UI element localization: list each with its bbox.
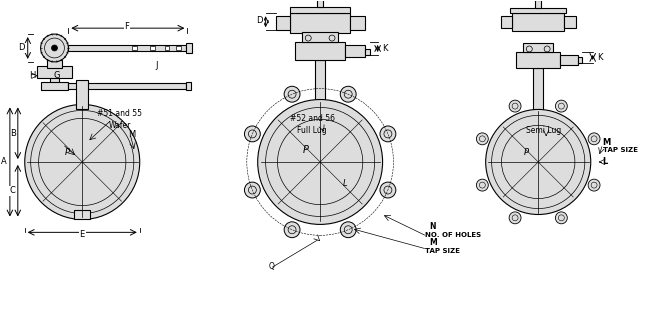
Bar bbox=[524, 43, 553, 52]
Bar bbox=[49, 62, 60, 83]
Bar bbox=[176, 46, 181, 50]
Bar bbox=[516, 52, 560, 68]
Text: L: L bbox=[343, 179, 347, 188]
Bar bbox=[69, 83, 187, 89]
Circle shape bbox=[284, 222, 300, 238]
Bar bbox=[535, 0, 541, 8]
Text: L: L bbox=[603, 158, 608, 166]
Text: TAP SIZE: TAP SIZE bbox=[603, 147, 638, 153]
Bar bbox=[560, 55, 578, 65]
Bar bbox=[150, 46, 155, 50]
Bar bbox=[275, 16, 290, 30]
Text: K: K bbox=[597, 53, 603, 62]
Circle shape bbox=[555, 212, 567, 224]
Circle shape bbox=[509, 212, 521, 224]
Text: G: G bbox=[53, 71, 60, 80]
Bar bbox=[511, 8, 566, 13]
Bar bbox=[132, 46, 137, 50]
Circle shape bbox=[340, 86, 356, 102]
Text: M: M bbox=[128, 130, 135, 139]
Bar bbox=[187, 42, 192, 54]
Text: B: B bbox=[10, 129, 16, 138]
Text: Semi Lug: Semi Lug bbox=[526, 126, 561, 135]
Text: M: M bbox=[429, 238, 437, 247]
Bar bbox=[317, 0, 323, 7]
Text: N: N bbox=[429, 222, 435, 231]
Bar bbox=[350, 16, 365, 30]
Bar bbox=[165, 46, 170, 50]
Circle shape bbox=[244, 182, 260, 198]
Circle shape bbox=[41, 34, 69, 62]
Bar bbox=[500, 16, 513, 28]
Circle shape bbox=[258, 100, 382, 224]
Circle shape bbox=[380, 182, 396, 198]
Text: Q: Q bbox=[269, 262, 275, 271]
Bar bbox=[578, 57, 582, 63]
Text: H: H bbox=[30, 71, 36, 80]
Circle shape bbox=[486, 109, 591, 215]
Bar bbox=[315, 60, 325, 100]
Text: A: A bbox=[1, 158, 7, 166]
Bar bbox=[365, 49, 370, 55]
Bar bbox=[47, 60, 62, 68]
Bar bbox=[513, 13, 564, 31]
Text: E: E bbox=[80, 230, 85, 239]
Bar bbox=[564, 16, 576, 28]
Text: D: D bbox=[19, 43, 25, 53]
Circle shape bbox=[380, 126, 396, 142]
Text: #51 and 55
Wafer: #51 and 55 Wafer bbox=[97, 109, 143, 130]
Bar bbox=[41, 82, 69, 90]
Text: D: D bbox=[257, 16, 263, 25]
Text: P: P bbox=[303, 145, 308, 155]
Bar bbox=[69, 44, 187, 51]
Text: NO. OF HOLES: NO. OF HOLES bbox=[425, 232, 481, 238]
Circle shape bbox=[476, 133, 489, 145]
Circle shape bbox=[284, 86, 300, 102]
Text: K: K bbox=[382, 44, 388, 53]
Circle shape bbox=[244, 126, 260, 142]
Circle shape bbox=[588, 179, 600, 191]
Circle shape bbox=[509, 100, 521, 112]
Bar bbox=[37, 66, 73, 78]
Text: J: J bbox=[156, 61, 158, 70]
Circle shape bbox=[555, 100, 567, 112]
Text: P: P bbox=[524, 147, 529, 157]
Bar bbox=[345, 45, 365, 57]
Bar bbox=[303, 32, 338, 42]
Bar bbox=[295, 42, 345, 60]
Text: C: C bbox=[10, 186, 16, 195]
Bar bbox=[187, 82, 191, 90]
Text: M: M bbox=[603, 138, 611, 147]
Circle shape bbox=[476, 179, 489, 191]
Bar bbox=[75, 210, 90, 219]
Text: TAP SIZE: TAP SIZE bbox=[425, 248, 460, 254]
Circle shape bbox=[588, 133, 600, 145]
Bar bbox=[533, 68, 543, 114]
Text: F: F bbox=[124, 22, 130, 31]
Circle shape bbox=[52, 45, 58, 51]
Text: P: P bbox=[65, 147, 70, 157]
Text: #52 and 56
Full Lug: #52 and 56 Full Lug bbox=[290, 114, 335, 135]
Circle shape bbox=[25, 105, 140, 219]
Bar bbox=[290, 13, 350, 33]
Bar bbox=[76, 80, 88, 109]
Bar bbox=[290, 7, 350, 13]
Circle shape bbox=[340, 222, 356, 238]
